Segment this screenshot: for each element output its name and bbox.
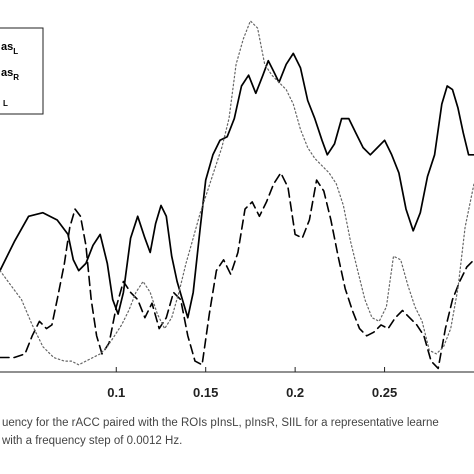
legend-box [0,27,44,115]
x-axis-tick-labels: 0.1 0.15 0.2 0.25 [107,385,397,400]
x-tick-label: 0.2 [286,385,304,400]
caption-line-2: with a frequency step of 0.0012 Hz. [2,435,183,447]
legend-entry-1: asL [1,41,18,56]
legend-entry-2: asR [1,67,19,82]
series-line-solid [0,52,474,319]
figure-caption: uency for the rACC paired with the ROIs … [2,414,474,450]
legend-entry-3: L [3,99,8,108]
x-tick-label: 0.25 [372,385,397,400]
x-axis-ticks [115,367,386,372]
caption-line-1: uency for the rACC paired with the ROIs … [2,417,439,429]
legend: asL asR L [0,27,44,115]
series-line-dotted [0,20,474,366]
x-tick-label: 0.1 [107,385,125,400]
series-line-dashed [0,172,474,370]
x-tick-label: 0.15 [193,385,218,400]
plot-lines [0,20,474,370]
